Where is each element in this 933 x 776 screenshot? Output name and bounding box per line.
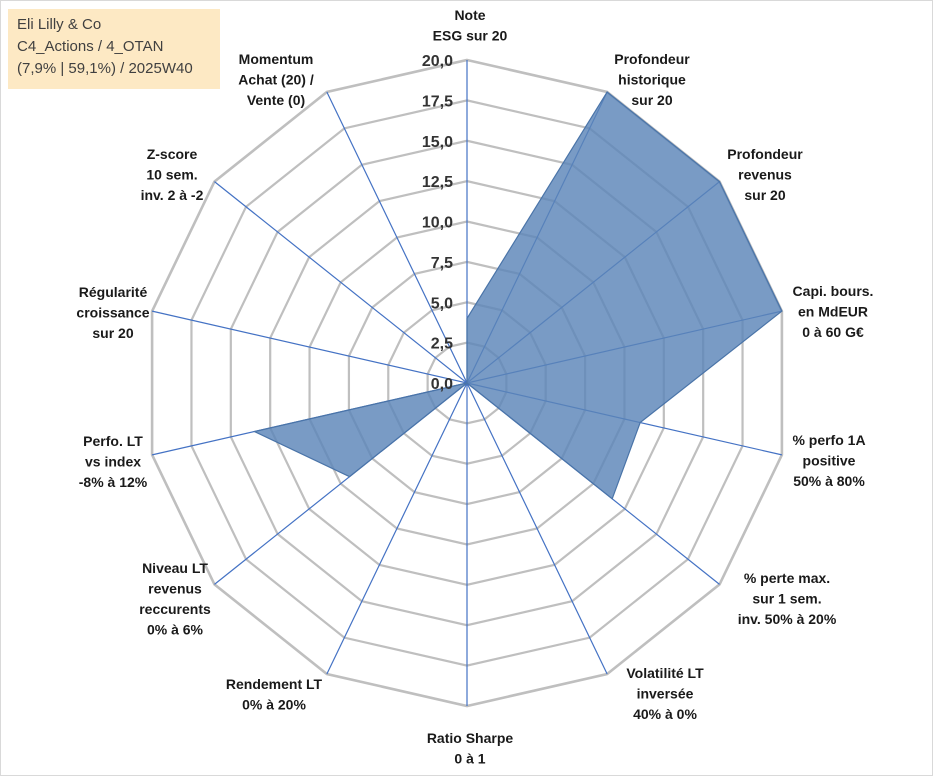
axis-label-11: Régularité croissance sur 20 [76,284,149,341]
tick-label-0: 0,0 [431,376,453,393]
axis-label-13: Momentum Achat (20) / Vente (0) [238,51,314,108]
axis-label-6: Volatilité LT inversée 40% à 0% [626,665,704,722]
spoke-12 [214,181,468,384]
tick-label-7: 17,5 [422,93,453,110]
axis-label-1: Profondeur historique sur 20 [614,51,690,108]
stats-label: (7,9% | 59,1%) / 2025W40 [17,60,193,77]
spoke-11 [151,310,468,384]
axis-label-3: Capi. bours. en MdEUR 0 à 60 G€ [793,283,874,340]
spoke-13 [326,91,468,384]
axis-label-0: Note ESG sur 20 [433,7,508,44]
category-label: C4_Actions / 4_OTAN [17,38,164,55]
radar-tick-labels: 0,0 2,5 5,0 7,5 10,0 12,5 15,0 17,5 20,0 [422,53,453,393]
spoke-6 [466,382,608,675]
tick-label-2: 5,0 [431,295,453,312]
spoke-8 [326,382,468,675]
radar-series [252,91,783,500]
tick-label-1: 2,5 [431,336,453,353]
info-box: Eli Lilly & Co C4_Actions / 4_OTAN (7,9%… [8,9,220,89]
axis-label-10: Perfo. LT vs index -8% à 12% [79,433,148,490]
tick-label-8: 20,0 [422,53,453,70]
tick-label-5: 12,5 [422,174,453,191]
radar-axis-labels: Note ESG sur 20 Profondeur historique sur 20… [76,7,873,767]
axis-label-5: % perte max. sur 1 sem. inv. 50% à 20% [738,570,837,627]
tick-label-3: 7,5 [431,255,453,272]
axis-label-2: Profondeur revenus sur 20 [727,146,803,203]
axis-label-4: % perfo 1A positive 50% à 80% [792,432,865,489]
axis-label-12: Z-score 10 sem. inv. 2 à -2 [141,146,204,203]
tick-label-4: 10,0 [422,215,453,232]
axis-label-7: Ratio Sharpe 0 à 1 [427,730,514,767]
axis-label-9: Niveau LT revenus reccurents 0% à 6% [139,560,211,638]
tick-label-6: 15,0 [422,134,453,151]
company-name: Eli Lilly & Co [17,16,102,33]
axis-label-8: Rendement LT 0% à 20% [226,676,323,713]
